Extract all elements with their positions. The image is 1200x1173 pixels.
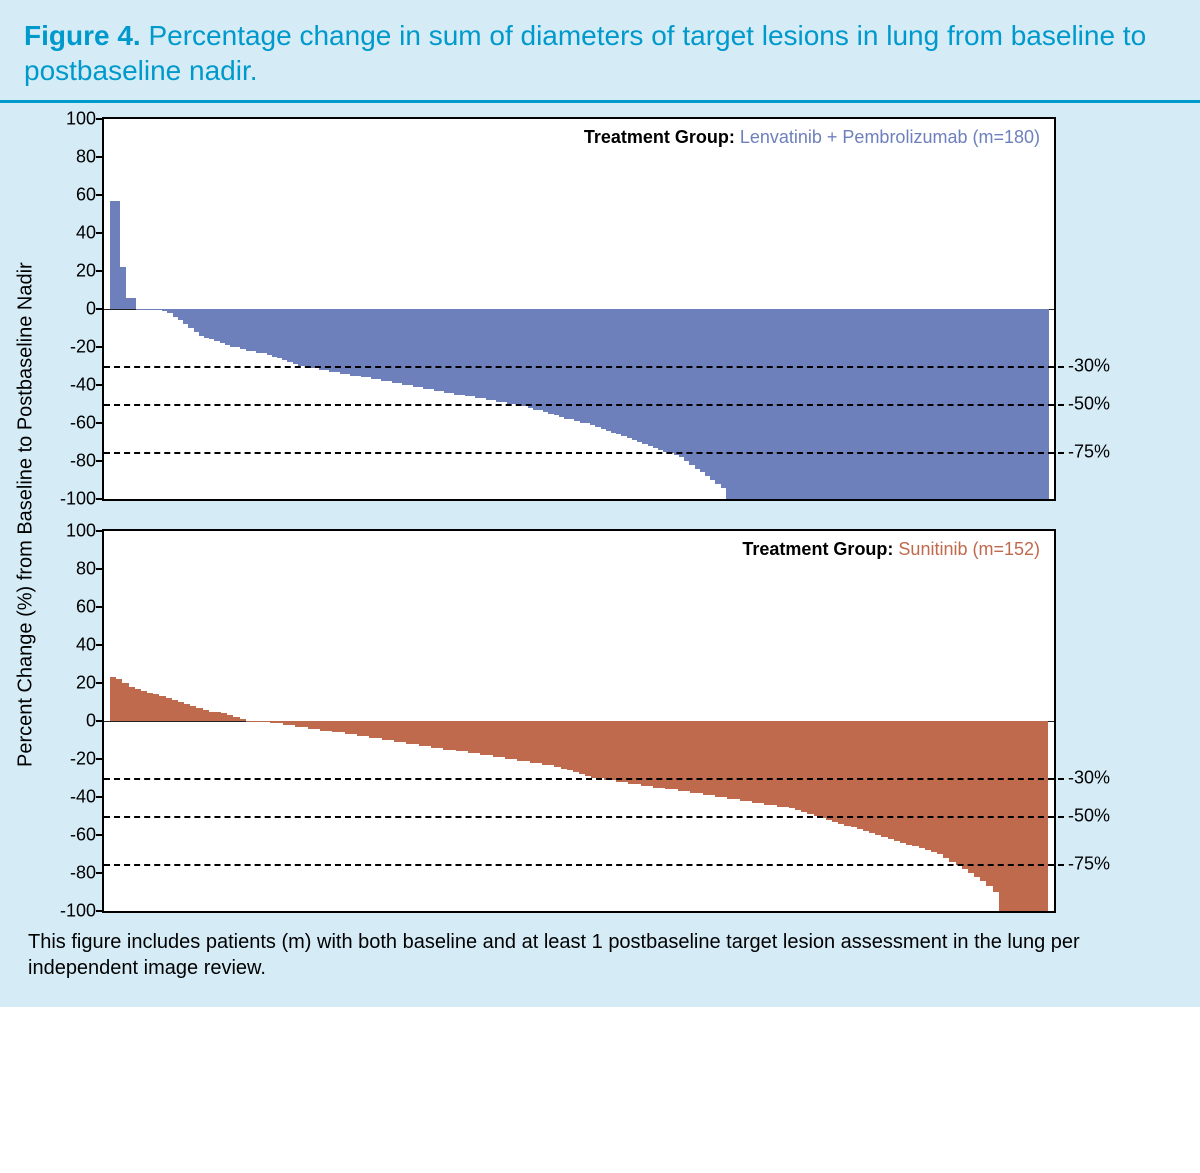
y-tick-mark <box>96 118 104 120</box>
waterfall-bar <box>131 298 136 309</box>
y-tick-label: -100 <box>60 489 96 510</box>
reference-line <box>104 452 1064 454</box>
plot-area-b: 100806040200-20-40-60-80-100-30%-50%-75%… <box>102 529 1056 913</box>
y-tick-label: -60 <box>70 825 96 846</box>
title-divider <box>0 100 1200 103</box>
y-tick-mark <box>96 568 104 570</box>
y-tick-mark <box>96 910 104 912</box>
plots-column: 100 80 60 40 20 0 -20 -40 -60 -80 -100 -30% -50% -75%… <box>42 117 1136 913</box>
y-tick-mark <box>96 606 104 608</box>
reference-line-label: -30% <box>1068 356 1110 377</box>
bars-layer <box>110 119 1048 499</box>
panel-sunitinib: 100806040200-20-40-60-80-100-30%-50%-75%… <box>42 529 1136 913</box>
bars-layer <box>110 531 1048 911</box>
y-tick-mark <box>96 346 104 348</box>
panel-legend: Treatment Group: Lenvatinib + Pembrolizu… <box>584 127 1040 148</box>
plot-outer: Percent Change (%) from Baseline to Post… <box>0 117 1200 913</box>
y-tick-mark <box>96 460 104 462</box>
y-tick-label: 100 <box>66 109 96 130</box>
y-tick-label: 80 <box>76 559 96 580</box>
y-tick-label: -40 <box>70 375 96 396</box>
panel-legend: Treatment Group: Sunitinib (m=152) <box>742 539 1040 560</box>
y-tick-label: 20 <box>76 261 96 282</box>
reference-line-label: -30% <box>1068 768 1110 789</box>
y-tick-label: 0 <box>86 711 96 732</box>
reference-line <box>104 778 1064 780</box>
y-tick-label: -80 <box>70 451 96 472</box>
y-tick-label: 40 <box>76 223 96 244</box>
reference-line-label: -75% <box>1068 441 1110 462</box>
legend-value: Sunitinib (m=152) <box>898 539 1040 559</box>
reference-line <box>104 404 1064 406</box>
y-tick-mark <box>96 156 104 158</box>
y-tick-label: -100 <box>60 901 96 922</box>
figure-title: Figure 4. Percentage change in sum of di… <box>0 0 1200 96</box>
figure-title-text: Percentage change in sum of diameters of… <box>24 20 1146 86</box>
y-tick-mark <box>96 232 104 234</box>
y-tick-mark <box>96 308 104 310</box>
reference-line-label: -50% <box>1068 806 1110 827</box>
reference-line <box>104 864 1064 866</box>
y-tick-label: -40 <box>70 787 96 808</box>
y-tick-mark <box>96 644 104 646</box>
y-tick-label: 60 <box>76 185 96 206</box>
figure-container: Figure 4. Percentage change in sum of di… <box>0 0 1200 1007</box>
y-tick-label: 0 <box>86 299 96 320</box>
y-tick-label: -20 <box>70 337 96 358</box>
y-tick-label: -80 <box>70 863 96 884</box>
y-tick-label: 100 <box>66 521 96 542</box>
reference-line <box>104 366 1064 368</box>
y-tick-label: -60 <box>70 413 96 434</box>
y-tick-mark <box>96 270 104 272</box>
y-tick-label: 40 <box>76 635 96 656</box>
legend-prefix: Treatment Group: <box>584 127 740 147</box>
y-tick-mark <box>96 530 104 532</box>
y-tick-mark <box>96 720 104 722</box>
reference-line-label: -75% <box>1068 853 1110 874</box>
reference-line-label: -50% <box>1068 394 1110 415</box>
plot-area-a: 100806040200-20-40-60-80-100-30%-50%-75%… <box>102 117 1056 501</box>
y-tick-mark <box>96 194 104 196</box>
panel-lenvatinib: 100806040200-20-40-60-80-100-30%-50%-75%… <box>42 117 1136 501</box>
y-tick-mark <box>96 384 104 386</box>
legend-value: Lenvatinib + Pembrolizumab (m=180) <box>740 127 1040 147</box>
y-tick-mark <box>96 796 104 798</box>
reference-line <box>104 816 1064 818</box>
y-tick-mark <box>96 872 104 874</box>
figure-caption: This figure includes patients (m) with b… <box>0 913 1200 987</box>
y-tick-mark <box>96 834 104 836</box>
y-tick-mark <box>96 498 104 500</box>
legend-prefix: Treatment Group: <box>742 539 898 559</box>
y-axis-label: Percent Change (%) from Baseline to Post… <box>10 117 42 913</box>
y-tick-label: -20 <box>70 749 96 770</box>
y-tick-mark <box>96 682 104 684</box>
y-tick-mark <box>96 758 104 760</box>
y-tick-label: 20 <box>76 673 96 694</box>
y-tick-label: 80 <box>76 147 96 168</box>
y-tick-mark <box>96 422 104 424</box>
y-tick-label: 60 <box>76 597 96 618</box>
figure-label: Figure 4. <box>24 20 141 51</box>
